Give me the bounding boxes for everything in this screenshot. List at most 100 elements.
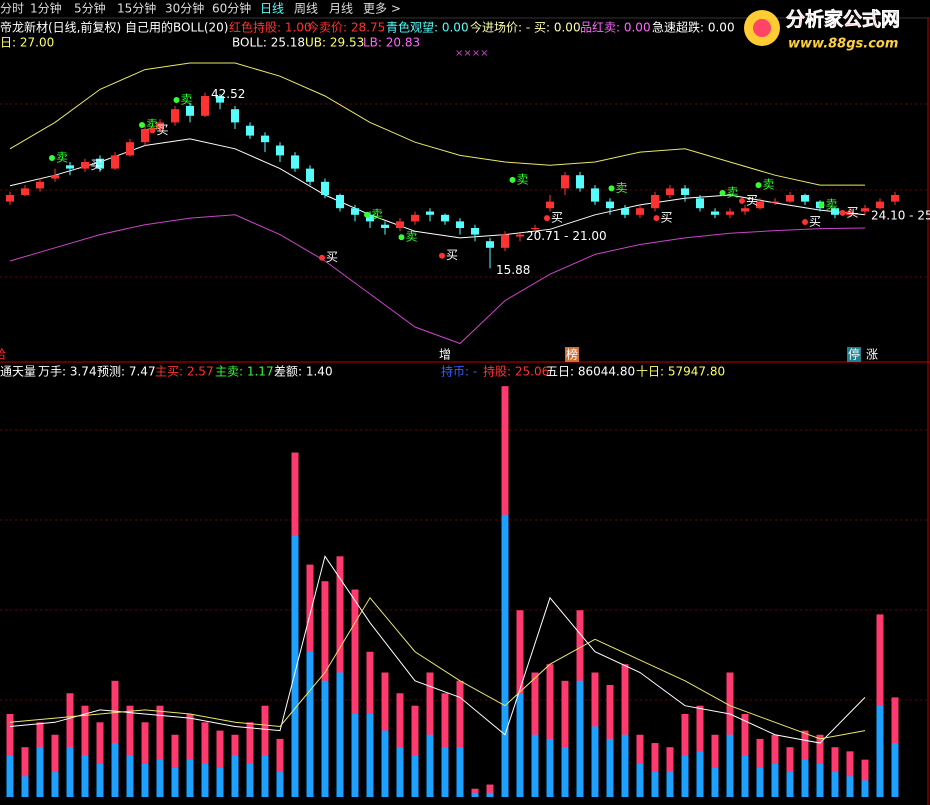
candle-body xyxy=(21,188,29,195)
signal-dot xyxy=(49,155,55,162)
volume-value: 主买: 2.57 xyxy=(155,365,214,379)
header-value: BOLL: 25.18 xyxy=(232,36,305,50)
volume-bar xyxy=(561,680,569,797)
signal-dot xyxy=(544,215,550,222)
volume-bar xyxy=(456,680,464,797)
candle-body xyxy=(336,195,344,209)
tab[interactable]: 日线 xyxy=(260,2,284,16)
candle-body xyxy=(51,175,59,179)
candle-body xyxy=(876,201,884,209)
candle-body xyxy=(561,175,569,189)
candle-body xyxy=(321,181,329,195)
volume-value: 持股: 25.06 xyxy=(483,364,549,379)
signal-label: 卖 xyxy=(56,151,68,165)
candle-body xyxy=(756,201,764,209)
volume-bar-blue xyxy=(321,680,329,797)
volume-value: 十日: 57947.80 xyxy=(636,365,725,379)
candle-body xyxy=(591,188,599,202)
signal-label: 卖 xyxy=(826,197,838,211)
tab[interactable]: 5分钟 xyxy=(74,1,106,16)
signal-label: 买 xyxy=(91,158,103,172)
candle-body xyxy=(276,145,284,156)
volume-bar-blue xyxy=(351,714,359,797)
volume-bar-blue xyxy=(111,743,119,797)
volume-bar xyxy=(351,589,359,797)
signal-label: 买 xyxy=(847,205,859,219)
candle-body xyxy=(771,201,779,203)
volume-bar-blue xyxy=(531,734,539,797)
candle-body xyxy=(606,201,614,209)
candle-body xyxy=(216,96,224,103)
signal-dot xyxy=(839,209,846,216)
volume-bar-blue xyxy=(651,772,659,797)
volume-bar-blue xyxy=(471,792,479,797)
volume-bar xyxy=(111,680,119,797)
volume-bar xyxy=(261,705,269,797)
boll-upper xyxy=(9,62,865,186)
tag: 榜 xyxy=(566,347,578,362)
signal-label: 卖 xyxy=(517,172,529,186)
volume-bar-blue xyxy=(36,747,44,797)
header-value: 日: 27.00 xyxy=(0,36,54,50)
candle-body xyxy=(186,105,194,116)
logo: 分析家公式网 www.88gs.com xyxy=(744,7,900,52)
candle-body xyxy=(156,122,164,129)
volume-bar-blue xyxy=(306,651,314,797)
candle-body xyxy=(36,181,44,189)
volume-bar-blue xyxy=(276,772,284,797)
signal-dot xyxy=(319,254,325,261)
volume-bar xyxy=(861,759,869,797)
tag-bg xyxy=(847,347,861,362)
logo-title: 分析家公式网 xyxy=(786,8,900,31)
candle-body xyxy=(171,109,179,123)
tab[interactable]: 1分钟 xyxy=(30,1,62,16)
tab[interactable]: 月线 xyxy=(329,2,353,16)
price-label: 24.10 - 25.85 xyxy=(871,209,930,223)
tab[interactable]: 15分钟 xyxy=(117,1,156,16)
volume-bar xyxy=(396,693,404,797)
tab[interactable]: 30分钟 xyxy=(165,1,204,16)
signal-dot xyxy=(755,182,762,189)
volume-value: 主卖: 1.17 xyxy=(215,365,274,379)
volume-bar-blue xyxy=(516,693,524,797)
volume-ma xyxy=(9,596,866,740)
volume-bar-blue xyxy=(711,767,719,797)
volume-bar xyxy=(276,738,284,797)
tab[interactable]: 周线 xyxy=(294,2,318,16)
volume-bar-blue xyxy=(51,772,59,797)
candle-body xyxy=(141,129,149,143)
candle-body xyxy=(6,195,14,202)
volume-bar-blue xyxy=(861,780,869,797)
tab[interactable]: 更多 > xyxy=(363,2,401,16)
signal-label: 买 xyxy=(746,193,758,207)
cross-marks: ×××× xyxy=(455,48,489,59)
volume-bar-blue xyxy=(171,767,179,797)
tab[interactable]: 分时 xyxy=(0,2,24,16)
volume-bar-blue xyxy=(786,772,794,797)
volume-title: 通天量 xyxy=(0,365,36,379)
volume-bar-blue xyxy=(681,755,689,797)
candle-body xyxy=(471,228,479,235)
tab[interactable]: 60分钟 xyxy=(212,1,251,16)
tag: 增 xyxy=(439,348,451,362)
volume-value: 持币: - xyxy=(441,364,477,379)
candle-body xyxy=(426,211,434,215)
signal-label: 卖 xyxy=(406,230,418,244)
signal-dot xyxy=(719,190,726,197)
volume-bar-blue xyxy=(741,755,749,797)
candle-body xyxy=(111,155,119,169)
signal-label: 买 xyxy=(551,211,563,225)
volume-bar-blue xyxy=(231,755,239,797)
candle-body xyxy=(846,211,854,215)
volume-bar xyxy=(441,693,449,797)
candle-body xyxy=(891,195,899,202)
volume-bar-blue xyxy=(846,776,854,797)
header-value: 青色观望: 0.00 xyxy=(386,21,469,35)
volume-bar-blue xyxy=(576,680,584,797)
volume-bar-blue xyxy=(201,763,209,797)
volume-bar-blue xyxy=(606,738,614,797)
volume-bar-blue xyxy=(816,763,824,797)
candle-body xyxy=(231,109,239,123)
candle-body xyxy=(636,208,644,215)
